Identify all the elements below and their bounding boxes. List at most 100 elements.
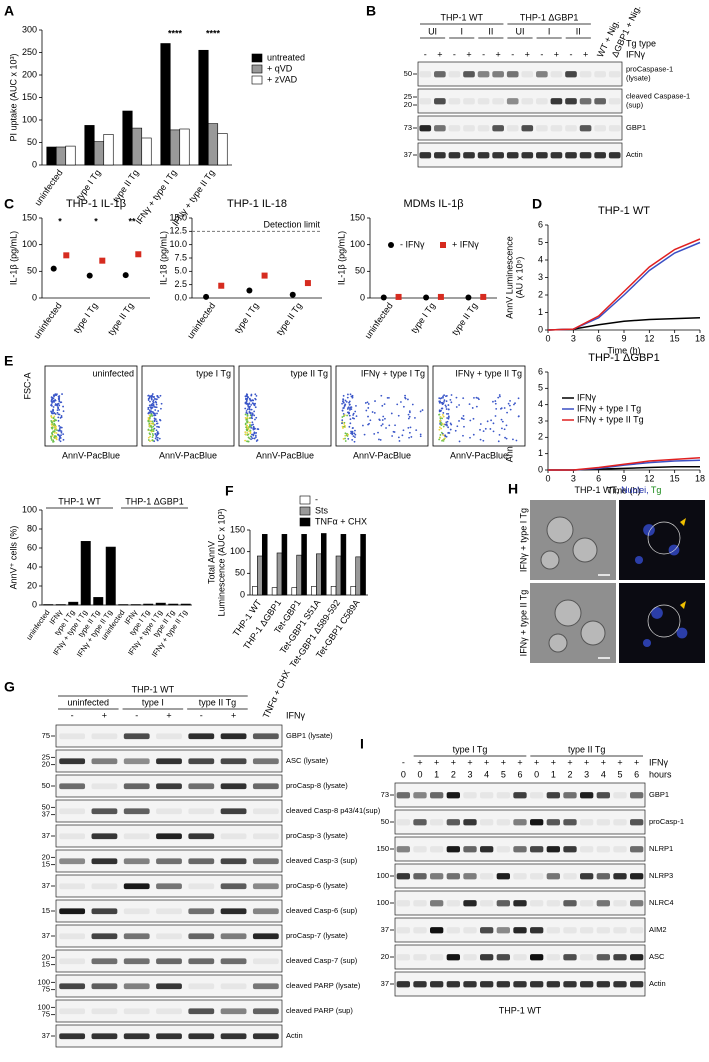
- flow-dot: [343, 405, 346, 408]
- blot-band: [480, 873, 494, 880]
- blot-band: [446, 873, 460, 880]
- blot-band: [521, 152, 534, 159]
- cell: [548, 633, 568, 653]
- time-label: 1: [551, 769, 556, 779]
- blot-band: [396, 846, 410, 853]
- flow-dot: [442, 425, 445, 428]
- flow-dot: [50, 403, 53, 406]
- flow-dot: [439, 436, 441, 439]
- row-label: (lysate): [626, 73, 651, 82]
- flow-dot: [472, 433, 475, 436]
- flow-dot: [482, 430, 485, 433]
- flow-dot: [341, 425, 344, 428]
- flow-dot: [156, 431, 159, 433]
- blot-band: [608, 152, 621, 159]
- row-label: cleaved PARP (lysate): [286, 981, 361, 990]
- flow-dot: [351, 427, 354, 430]
- flow-dot: [440, 431, 443, 434]
- flow-dot: [517, 397, 520, 400]
- y-axis-label: PI uptake (AUC x 10³): [8, 53, 18, 141]
- flow-dot: [509, 399, 511, 402]
- flow-dot: [155, 401, 158, 404]
- blot-band: [550, 71, 563, 78]
- dot: [218, 282, 225, 289]
- flow-dot: [250, 408, 253, 411]
- blot-band: [188, 883, 215, 890]
- blot-band: [446, 819, 460, 826]
- blot-band: [188, 833, 215, 840]
- x-axis-label: Time (h): [607, 345, 640, 355]
- flow-dot: [253, 410, 256, 413]
- blot-band: [188, 933, 215, 940]
- row-label: GBP1: [626, 123, 646, 132]
- title-part: Nuclei,: [621, 485, 649, 495]
- blot-band: [59, 758, 86, 765]
- flow-dot: [355, 405, 357, 407]
- flow-dot: [505, 424, 508, 427]
- y-tick-label: 2: [538, 289, 543, 299]
- flow-dot: [149, 420, 152, 423]
- flow-dot: [347, 393, 349, 396]
- flow-dot: [156, 425, 158, 428]
- flow-dot: [147, 394, 150, 397]
- mw-marker: 50: [381, 817, 389, 826]
- flow-dot: [52, 439, 55, 442]
- blot-footer: THP-1 WT: [499, 1005, 542, 1015]
- treatment-sign: +: [496, 49, 501, 59]
- treatment-sign: -: [453, 49, 456, 59]
- flow-dot: [148, 409, 151, 412]
- flow-dot: [50, 423, 53, 426]
- row-header-label: IFNγ: [286, 710, 305, 720]
- blot-band: [463, 900, 477, 907]
- flow-dot: [251, 437, 254, 440]
- flow-dot: [494, 415, 497, 417]
- mw-marker: 75: [42, 985, 50, 994]
- row-label: proCasp-7 (lysate): [286, 931, 348, 940]
- groups-label: type II Tg: [568, 744, 605, 754]
- treatment-sign: +: [501, 757, 506, 767]
- flow-dot: [362, 424, 364, 427]
- flow-dot: [50, 438, 53, 441]
- flow-dot: [158, 426, 160, 429]
- treatment-sign: +: [525, 49, 530, 59]
- dot: [246, 287, 253, 294]
- flow-dot: [54, 413, 57, 415]
- blot-band: [413, 819, 427, 826]
- panel-label: E: [4, 353, 13, 369]
- y-tick-label: 300: [22, 24, 37, 34]
- flow-dot: [253, 427, 255, 429]
- flow-dot: [397, 414, 400, 417]
- flow-dot: [52, 408, 55, 411]
- flow-dot: [250, 436, 253, 438]
- bar: [291, 587, 298, 596]
- treatment-sign: -: [540, 49, 543, 59]
- flow-dot: [248, 437, 251, 440]
- blot-band: [477, 71, 490, 78]
- flow-dot: [247, 405, 250, 408]
- flow-dot: [151, 432, 154, 435]
- blot-band: [546, 819, 560, 826]
- blot-band: [630, 792, 644, 799]
- flow-dot: [385, 427, 387, 429]
- flow-dot: [58, 429, 61, 432]
- treatment-sign: -: [424, 49, 427, 59]
- flow-dot: [148, 432, 151, 435]
- blot-band: [434, 98, 446, 105]
- flow-dot: [58, 397, 61, 400]
- flow-dot: [53, 436, 56, 439]
- treatment-sign: +: [634, 757, 639, 767]
- flow-dot: [349, 393, 352, 396]
- flow-dot: [250, 426, 253, 429]
- y-tick-label: 2: [538, 432, 543, 442]
- fluor-image: [619, 583, 705, 663]
- flow-dot: [492, 400, 494, 403]
- flow-dot: [254, 434, 257, 437]
- flow-dot: [441, 417, 444, 420]
- flow-dot: [150, 398, 153, 401]
- flow-dot: [450, 401, 453, 404]
- flow-dot: [246, 424, 249, 427]
- flow-dot: [343, 422, 346, 425]
- blot-band: [434, 71, 446, 78]
- y-axis-label: Luminescence (AUC x 10³): [216, 508, 226, 616]
- blot-band: [123, 908, 150, 915]
